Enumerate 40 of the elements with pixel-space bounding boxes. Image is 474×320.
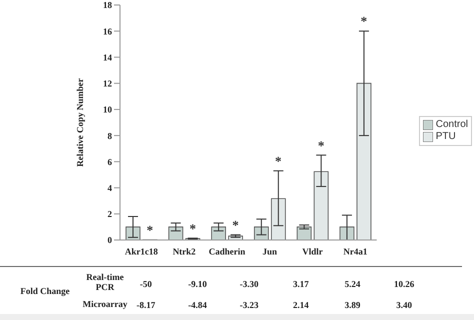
y-tick-label: 8 (108, 130, 112, 141)
y-tick-label: 2 (108, 209, 112, 220)
y-tick-label: 4 (108, 182, 112, 193)
x-tick-label: Nr4a1 (343, 246, 368, 256)
text: Real-time PCR (85, 272, 125, 292)
text: 2.14 (292, 300, 310, 310)
text: -4.84 (187, 300, 208, 310)
text: -9.10 (187, 279, 208, 289)
y-tick-label: 12 (103, 78, 112, 89)
annotation: * (146, 222, 154, 238)
y-tick-label: 10 (103, 104, 112, 115)
y-tick-label: 14 (103, 52, 112, 62)
annotation: * (318, 138, 324, 153)
x-tick-label: Ntrk2 (172, 246, 196, 256)
annotation: * (275, 153, 282, 168)
text: Fold Change (19, 286, 71, 296)
legend-label: Control (436, 119, 468, 131)
annotation: * (189, 220, 196, 236)
text: -3.30 (238, 279, 260, 289)
text: Microarray (82, 299, 128, 309)
text: -3.23 (238, 300, 260, 310)
y-tick-label: 18 (103, 0, 112, 10)
annotation: * (232, 217, 239, 232)
x-tick-label: Jun (262, 246, 278, 256)
text: -50 (140, 279, 152, 289)
x-tick-label: Akr1c18 (124, 246, 158, 256)
x-tick-label: Vldlr (302, 246, 323, 256)
text: 3.40 (395, 300, 414, 310)
annotation: * (360, 14, 368, 29)
y-tick-label: 6 (108, 156, 112, 167)
text: -8.17 (136, 300, 156, 310)
text: 10.26 (393, 279, 416, 289)
text: 5.24 (344, 279, 362, 289)
text: 3.17 (292, 279, 310, 289)
legend-label: PTU (436, 131, 456, 143)
text: 3.89 (344, 300, 362, 310)
y-tick-label: 16 (103, 26, 112, 36)
x-tick-label: Cadherin (208, 246, 246, 256)
y-axis-title: Relative Copy Number (75, 78, 86, 167)
y-tick-label: 0 (108, 235, 112, 246)
